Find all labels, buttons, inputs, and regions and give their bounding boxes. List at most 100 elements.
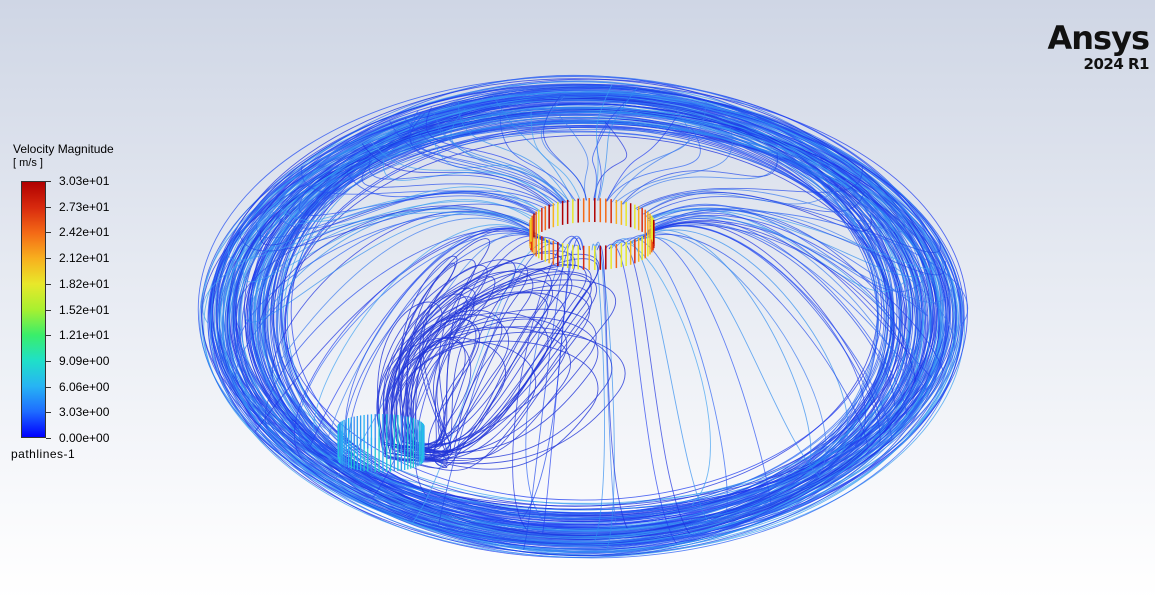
- pathline: [615, 237, 728, 515]
- legend-tick-mark: [46, 310, 51, 311]
- pathline: [647, 209, 933, 277]
- pathline: [637, 224, 881, 443]
- legend-tick-mark: [46, 335, 51, 336]
- pathline: [611, 238, 709, 522]
- pathline: [378, 259, 516, 456]
- pathline: [372, 235, 554, 498]
- pathline: [647, 205, 946, 276]
- pathline: [627, 232, 827, 476]
- pathline: [598, 87, 638, 201]
- legend-tick-label: 1.82e+01: [59, 276, 110, 291]
- pathline: [631, 237, 821, 479]
- pathline: [249, 208, 531, 324]
- pathline: [232, 75, 927, 542]
- pathline: [272, 190, 538, 229]
- pathline: [218, 121, 940, 511]
- pathline: [301, 165, 546, 209]
- legend-unit: [ m/s ]: [13, 157, 43, 169]
- pathline: [259, 205, 531, 324]
- pathline: [255, 192, 536, 239]
- pathline: [236, 214, 533, 375]
- legend-tick-label: 2.73e+01: [59, 199, 110, 214]
- pathline: [592, 121, 610, 201]
- pathline: [649, 210, 969, 327]
- colorbar: [21, 181, 46, 438]
- pathline: [606, 126, 701, 202]
- pathline: [405, 276, 496, 462]
- pathline: [271, 210, 533, 377]
- pathline: [276, 186, 541, 222]
- pathline: [259, 192, 537, 246]
- pathline: [622, 234, 772, 506]
- pathline: [649, 214, 952, 303]
- pathline: [593, 121, 628, 201]
- pathline: [638, 225, 866, 447]
- pathline: [499, 114, 576, 202]
- pathline: [649, 207, 928, 317]
- pathline: [637, 229, 849, 453]
- legend-tick-mark: [46, 258, 51, 259]
- inlet-ring: [529, 198, 655, 270]
- pathline: [645, 196, 941, 253]
- pathline: [412, 337, 466, 468]
- pathline: [523, 237, 582, 550]
- pathline: [415, 296, 475, 453]
- pathline: [233, 98, 920, 550]
- pathline: [644, 222, 895, 407]
- pathline: [615, 127, 733, 203]
- pathline: [389, 120, 560, 205]
- outlet-ring: [337, 414, 425, 472]
- legend-tick-mark: [46, 284, 51, 285]
- pathline: [404, 118, 562, 204]
- pathline: [557, 113, 589, 201]
- pathline: [243, 211, 531, 323]
- pathline: [370, 141, 555, 206]
- pathline: [243, 199, 532, 283]
- pathline: [406, 262, 456, 451]
- pathline: [594, 241, 617, 524]
- pathline: [216, 84, 931, 537]
- pathline: [396, 271, 597, 446]
- pathline: [643, 192, 872, 232]
- pathline: [226, 102, 927, 549]
- legend-tick-mark: [46, 232, 51, 233]
- pathline: [425, 107, 565, 203]
- pathline: [345, 169, 551, 207]
- pathline: [334, 232, 549, 480]
- pathline: [260, 206, 531, 325]
- pathline: [596, 245, 628, 529]
- logo-wordmark: Ansys: [1047, 19, 1150, 57]
- pathline: [644, 218, 908, 416]
- pathline: [636, 179, 847, 211]
- object-name: pathlines-1: [11, 447, 76, 461]
- legend-tick-label: 3.03e+01: [59, 174, 110, 188]
- pathlines: [197, 74, 969, 559]
- pathline: [645, 216, 911, 391]
- pathline: [298, 194, 540, 216]
- pathline: [385, 314, 510, 454]
- pathline: [634, 165, 863, 210]
- pathline: [608, 241, 711, 505]
- pathline: [648, 203, 924, 292]
- pathline: [361, 160, 552, 207]
- pathline: [254, 112, 925, 505]
- pathline: [313, 224, 542, 433]
- pathline: [414, 318, 568, 464]
- pathline: [228, 91, 945, 553]
- pathline: [542, 237, 584, 534]
- legend-tick-mark: [46, 181, 51, 182]
- pathline: [406, 258, 599, 463]
- pathline: [390, 316, 599, 453]
- pathline: [272, 96, 894, 521]
- pathline: [391, 268, 573, 449]
- pathline: [239, 203, 537, 252]
- pathline: [221, 107, 931, 546]
- pathline: [622, 151, 781, 205]
- pathline: [345, 227, 549, 460]
- pathline: [235, 108, 914, 510]
- legend-tick-label: 2.42e+01: [59, 225, 110, 240]
- pathline: [294, 227, 544, 459]
- pathline: [434, 142, 564, 204]
- pathline: [647, 220, 908, 379]
